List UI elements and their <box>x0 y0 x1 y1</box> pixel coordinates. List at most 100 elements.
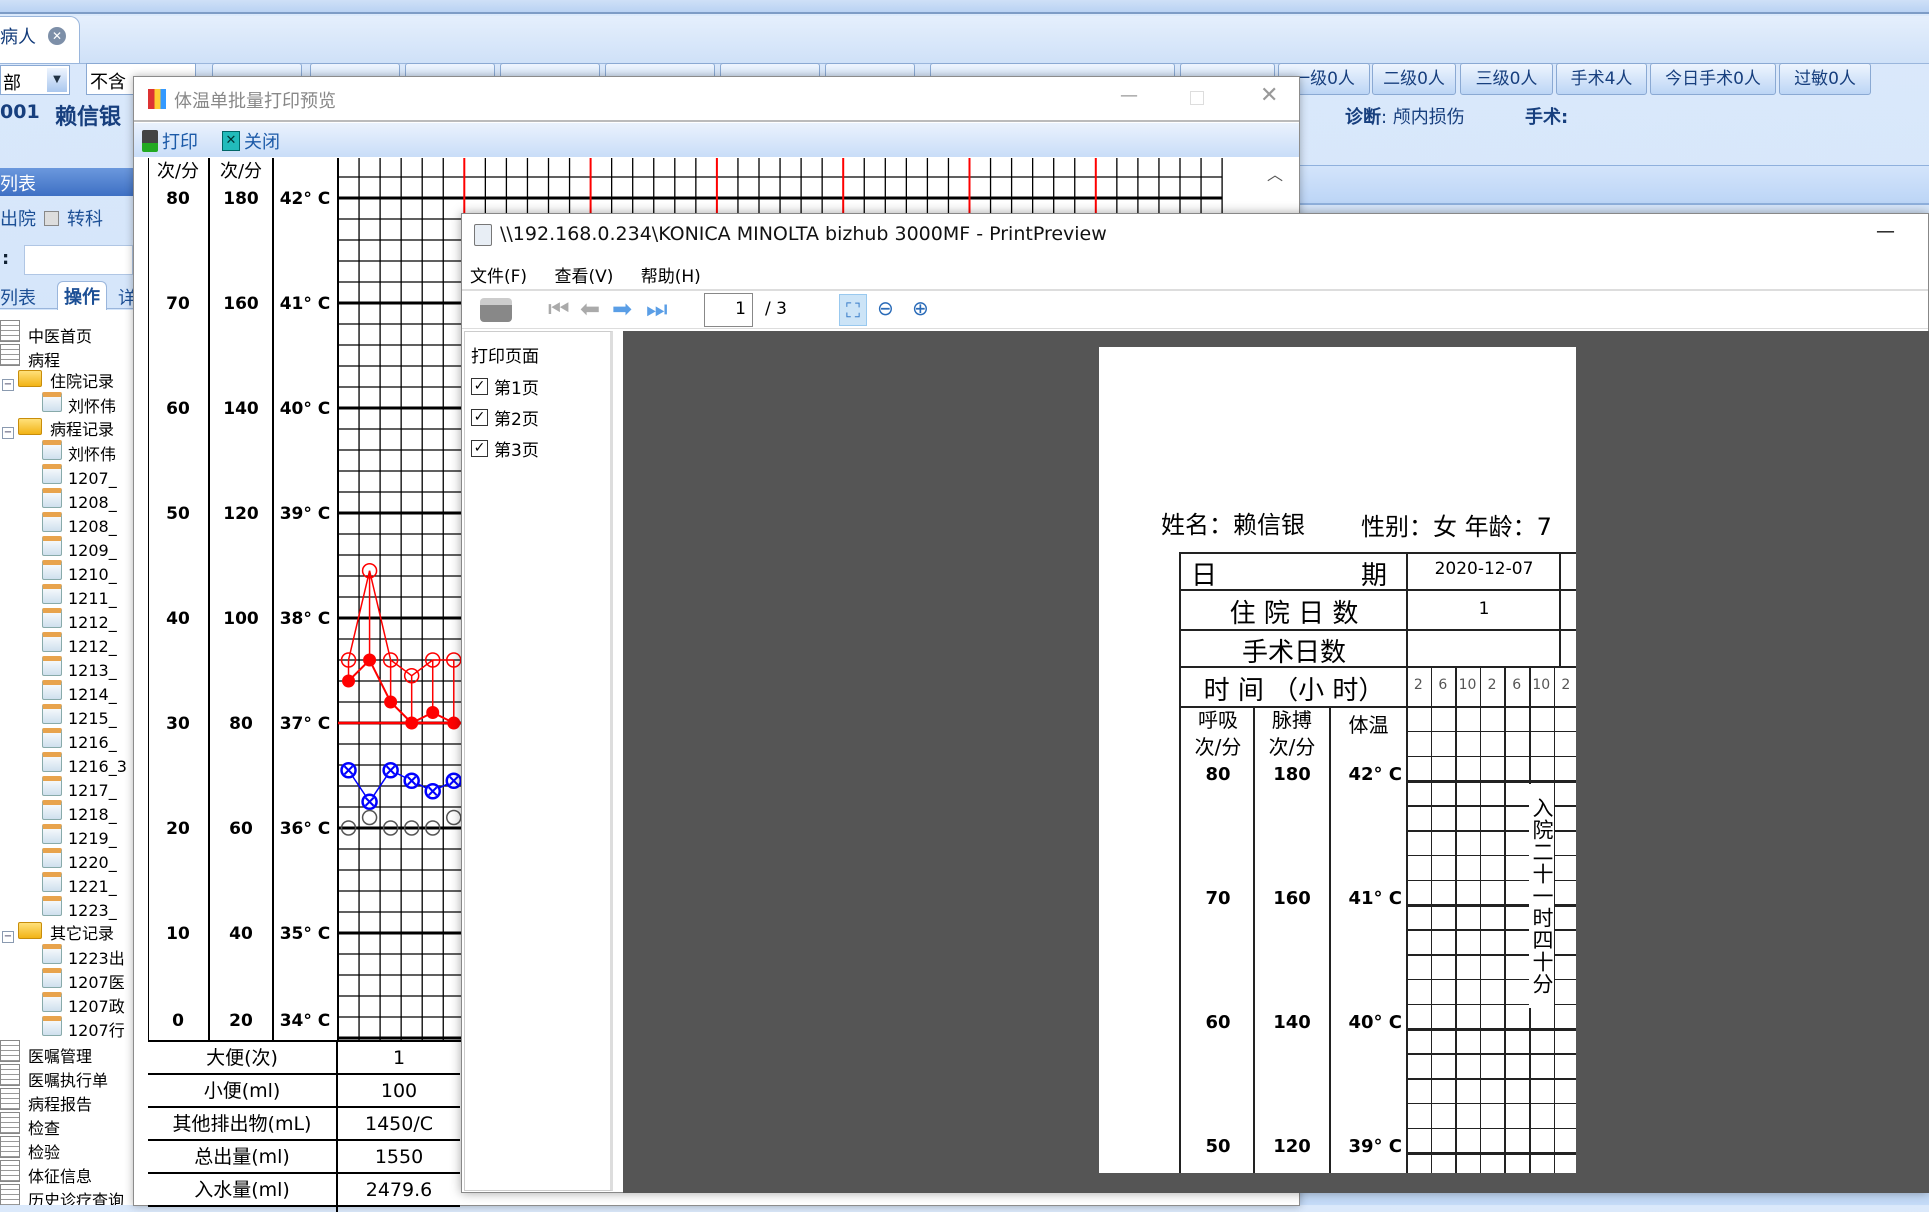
next-page-icon[interactable]: ➡ <box>612 295 633 323</box>
close-button[interactable]: ✕ <box>1260 83 1279 108</box>
tree-item[interactable]: 医嘱管理 <box>0 1040 92 1067</box>
fit-page-icon[interactable]: ⛶ <box>839 294 867 326</box>
hour-divider <box>1529 666 1531 706</box>
tree-item-label: 病程报告 <box>28 1095 93 1114</box>
tree-item[interactable]: 1216_ <box>42 728 117 752</box>
transfer-checkbox[interactable] <box>44 210 59 226</box>
ward-button-level3[interactable]: 三级0人 <box>1460 63 1553 95</box>
tab-details[interactable]: 详 <box>118 288 136 309</box>
prev-page-icon[interactable]: ⬅ <box>580 295 601 323</box>
tree-item[interactable]: 1210_ <box>42 560 117 584</box>
document-icon <box>42 728 62 748</box>
tree-item[interactable]: 1213_ <box>42 656 117 680</box>
tree-item-label: 医嘱执行单 <box>28 1071 109 1090</box>
tree-item[interactable]: − 其它记录 <box>2 920 114 944</box>
tree-item[interactable]: 1209_ <box>42 536 117 560</box>
minimize-button[interactable]: — <box>1120 85 1138 106</box>
tree-item-label: 1207医 <box>68 973 125 992</box>
chevron-down-icon[interactable]: ▼ <box>47 68 67 92</box>
last-page-icon[interactable]: ⏭ <box>646 295 668 323</box>
tree-item[interactable]: 1214_ <box>42 680 117 704</box>
tree-item[interactable]: 医嘱执行单 <box>0 1064 108 1091</box>
tree-item[interactable]: 检验 <box>0 1136 60 1163</box>
scale-resp: 60 <box>1205 1012 1231 1033</box>
dept-select[interactable]: 部 ▼ <box>0 65 70 95</box>
tree-item[interactable]: 刘怀伟 <box>42 392 116 417</box>
ward-button-surgery[interactable]: 手术4人 <box>1556 63 1647 95</box>
zoom-in-icon[interactable]: ⊕ <box>912 296 929 320</box>
tree-item[interactable]: 1218_ <box>42 800 117 824</box>
page-checkbox[interactable]: ✓ <box>471 440 488 457</box>
tree-item[interactable]: 体征信息 <box>0 1160 92 1187</box>
tree-item[interactable]: 刘怀伟 <box>42 440 116 465</box>
collapse-icon[interactable]: − <box>2 931 14 943</box>
document-icon <box>0 344 20 366</box>
page-checkbox[interactable]: ✓ <box>471 409 488 426</box>
page-item[interactable]: ✓ 第3页 <box>471 436 539 461</box>
tree-item[interactable]: 1207医 <box>42 968 125 993</box>
tree-item-label: 1220_ <box>68 853 117 872</box>
menu-help[interactable]: 帮助(H) <box>640 267 701 287</box>
tree-item[interactable]: 1223_ <box>42 896 117 920</box>
axillary-point <box>361 793 378 810</box>
temperature-point <box>342 674 356 688</box>
minimize-button[interactable]: — <box>1876 220 1895 242</box>
tree-item[interactable]: 历史诊疗查询 <box>0 1184 124 1205</box>
tab-operations[interactable]: 操作 <box>57 281 107 310</box>
tree-item[interactable]: 检查 <box>0 1112 60 1139</box>
grid-row <box>1406 1127 1576 1130</box>
menu-file[interactable]: 文件(F) <box>470 267 528 287</box>
ward-button-today-surgery[interactable]: 今日手术0人 <box>1650 63 1776 95</box>
scroll-up-button[interactable]: ︿ <box>1267 165 1284 184</box>
page-item[interactable]: ✓ 第1页 <box>471 374 539 399</box>
scale-label-temp: 40° C <box>280 399 331 419</box>
ward-button-level2[interactable]: 二级0人 <box>1372 63 1456 95</box>
tree-item[interactable]: 1216_3 <box>42 752 127 776</box>
table-line <box>1179 666 1576 668</box>
tree-item[interactable]: 1217_ <box>42 776 117 800</box>
document-icon <box>42 464 62 484</box>
tree-item[interactable]: 1212_ <box>42 632 117 656</box>
page-item[interactable]: ✓ 第2页 <box>471 405 539 430</box>
tree-item[interactable]: 1212_ <box>42 608 117 632</box>
temperature-point <box>447 716 461 730</box>
menu-view[interactable]: 查看(V) <box>554 267 614 287</box>
close-icon[interactable]: ✕ <box>48 27 66 45</box>
collapse-icon[interactable]: − <box>2 379 14 391</box>
tab-list[interactable]: 列表 <box>0 288 36 309</box>
tree-item[interactable]: 1208_ <box>42 512 117 536</box>
tree-item[interactable]: − 病程记录 <box>2 416 114 440</box>
tree-item[interactable]: 1207_ <box>42 464 117 488</box>
date-label-right: 期 <box>1361 561 1388 591</box>
tree-item[interactable]: 中医首页 <box>0 320 92 347</box>
collapse-icon[interactable]: − <box>2 427 14 439</box>
tree-item[interactable]: 1208_ <box>42 488 117 512</box>
tab-patient[interactable]: 病人 ✕ <box>0 16 80 64</box>
dept-select-value: 部 <box>3 73 21 94</box>
tree-item[interactable]: 1219_ <box>42 824 117 848</box>
close-tool-button[interactable]: ✕ 关闭 <box>222 128 280 154</box>
tree-item[interactable]: 1207政 <box>42 992 125 1017</box>
tree-item[interactable]: 1223出 <box>42 944 125 969</box>
page-number-input[interactable]: 1 <box>704 293 753 327</box>
printer-icon[interactable] <box>480 298 512 322</box>
maximize-button[interactable] <box>1190 91 1204 105</box>
tree-item[interactable]: 病程 <box>0 344 60 371</box>
tree-item[interactable]: 1211_ <box>42 584 117 608</box>
zoom-out-icon[interactable]: ⊖ <box>877 296 894 320</box>
hour-divider <box>1553 666 1556 706</box>
search-input[interactable] <box>24 245 133 275</box>
first-page-icon[interactable]: ⏮ <box>548 295 570 323</box>
ward-button-allergy[interactable]: 过敏0人 <box>1779 63 1871 95</box>
magnifier-doc-icon <box>474 224 492 246</box>
tree-item[interactable]: 病程报告 <box>0 1088 92 1115</box>
tree-item[interactable]: 1220_ <box>42 848 117 872</box>
grid-row <box>1406 954 1576 956</box>
print-button[interactable]: 打印 <box>142 128 198 154</box>
tree-item[interactable]: 1215_ <box>42 704 117 728</box>
tree-item[interactable]: 1221_ <box>42 872 117 896</box>
tree-item[interactable]: − 住院记录 <box>2 368 114 392</box>
page-checkbox[interactable]: ✓ <box>471 378 488 395</box>
tree-item[interactable]: 1207行 <box>42 1016 125 1041</box>
temperature-point <box>384 695 398 709</box>
